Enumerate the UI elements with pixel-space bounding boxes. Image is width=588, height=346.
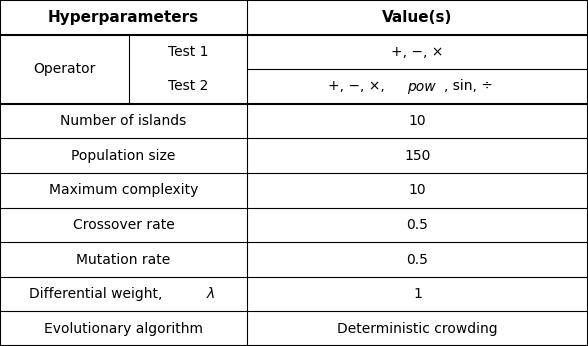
Text: Crossover rate: Crossover rate bbox=[72, 218, 175, 232]
Text: +, −, ×,: +, −, ×, bbox=[328, 80, 389, 93]
Text: Operator: Operator bbox=[34, 62, 96, 76]
Text: Population size: Population size bbox=[71, 149, 176, 163]
Text: Deterministic crowding: Deterministic crowding bbox=[337, 322, 498, 336]
Text: +, −, ×: +, −, × bbox=[391, 45, 444, 59]
Text: 0.5: 0.5 bbox=[406, 253, 429, 266]
Text: 10: 10 bbox=[409, 183, 426, 197]
Text: pow: pow bbox=[407, 80, 436, 93]
Text: λ: λ bbox=[207, 287, 215, 301]
Text: 10: 10 bbox=[409, 114, 426, 128]
Text: Hyperparameters: Hyperparameters bbox=[48, 10, 199, 25]
Text: Test 1: Test 1 bbox=[168, 45, 208, 59]
Text: Differential weight,: Differential weight, bbox=[29, 287, 167, 301]
Text: Mutation rate: Mutation rate bbox=[76, 253, 171, 266]
Text: Evolutionary algorithm: Evolutionary algorithm bbox=[44, 322, 203, 336]
Text: Maximum complexity: Maximum complexity bbox=[49, 183, 198, 197]
Text: 0.5: 0.5 bbox=[406, 218, 429, 232]
Text: 1: 1 bbox=[413, 287, 422, 301]
Text: Number of islands: Number of islands bbox=[61, 114, 186, 128]
Text: , sin, ÷: , sin, ÷ bbox=[444, 80, 493, 93]
Text: Test 2: Test 2 bbox=[168, 80, 208, 93]
Text: Value(s): Value(s) bbox=[382, 10, 453, 25]
Text: 150: 150 bbox=[405, 149, 430, 163]
